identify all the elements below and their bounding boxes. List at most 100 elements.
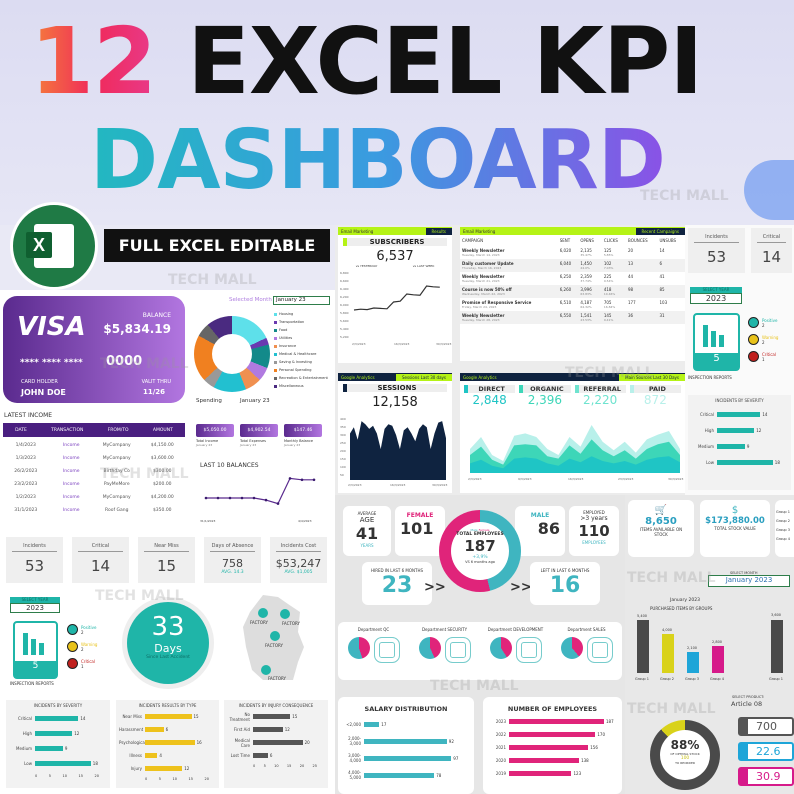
income-cell: MyCompany <box>102 456 131 461</box>
month-select[interactable]: January 23 <box>273 296 330 305</box>
month-select[interactable]: January 2023 <box>708 575 790 587</box>
clicks-cell: 418 10.46% <box>601 285 627 298</box>
bar-value: 123 <box>573 770 582 776</box>
income-cell: Income <box>62 495 80 500</box>
bar-value: 9 <box>746 444 750 449</box>
status-text: Positive 2 <box>762 318 777 328</box>
subheadline: DASHBOARD <box>90 113 666 208</box>
metric-swatch <box>740 769 748 784</box>
product-select[interactable]: Article 08 <box>731 700 763 708</box>
bar-value: 170 <box>597 731 605 737</box>
total-value: $5,050.00 <box>196 424 234 437</box>
male-card: MALE 86 <box>515 506 565 556</box>
legend-swatch <box>274 328 277 332</box>
kpi-card: Incidents 53 <box>6 537 63 583</box>
sources-card: Google Analytics Main Sources Last 30 Day… <box>460 373 685 493</box>
source-kpi: ORGANIC 2,396 <box>519 385 571 407</box>
factory-marker[interactable] <box>261 665 271 675</box>
watermark: TECH MALL <box>95 588 184 604</box>
campaign-row: Promise of Responsive Service Friday, Mar… <box>460 298 685 311</box>
opens-pct: 24.0% <box>580 266 590 270</box>
radar-chart <box>515 637 542 663</box>
metric-box: 22.6 <box>738 742 794 761</box>
bar-label: High <box>704 428 714 433</box>
campaign-name: Daily customer Update <box>462 261 514 266</box>
balance-point <box>264 498 268 502</box>
kpi-sub: AVG. $1,005 <box>284 570 313 575</box>
gender-pie <box>560 637 583 659</box>
status-text: Critical 1 <box>81 659 95 669</box>
left-label: LEFT IN LAST 6 MONTHS <box>540 568 590 573</box>
bar-value: 12 <box>284 727 290 732</box>
bar-row: 2020 138 <box>483 755 622 765</box>
year-select[interactable]: 2023 <box>10 603 60 613</box>
factory-marker[interactable] <box>270 631 280 641</box>
campaign-date: Tuesday, March 14, 2023 <box>462 253 500 257</box>
income-cell: Income <box>62 456 80 461</box>
status-label: Positive <box>762 317 778 323</box>
departments-card: Department QC Department SECURITY Departme… <box>338 622 622 680</box>
holder-name: JOHN DOE <box>21 388 66 397</box>
bar-value: 6 <box>165 727 169 732</box>
female-value: 101 <box>400 519 434 538</box>
subscribers-card: Email Marketing Results SUBSCRIBERS 6,537… <box>338 227 452 363</box>
clicks-pct: 7.03% <box>603 266 614 270</box>
income-cell: Income <box>62 443 80 448</box>
bar-row: Medium 9 <box>9 744 107 753</box>
bar <box>253 753 268 758</box>
bar <box>35 761 91 766</box>
income-cell: Income <box>62 469 80 474</box>
employed-unit: EMPLOYEES <box>582 540 606 545</box>
hired-card: HIRED IN LAST 6 MONTHS 23 <box>362 562 432 605</box>
salary-card: SALARY DISTRIBUTION <2,000 17 2,000-3,000 92… <box>338 697 474 794</box>
source-value: 2,848 <box>472 393 507 407</box>
results-button[interactable]: Results <box>425 227 452 235</box>
department-charts <box>340 637 408 663</box>
income-cell: Income <box>62 482 80 487</box>
kpi-value: 14 <box>761 248 782 266</box>
income-cell: Birthday Co <box>103 469 130 474</box>
sessions-range-button[interactable]: Sessions Last 30 days <box>395 373 452 381</box>
bar <box>35 731 73 736</box>
factory-marker[interactable] <box>258 608 268 618</box>
employed-label: EMPLOYED <box>583 510 605 515</box>
income-row: 26/2/2023 Income Birthday Co $300.00 <box>3 469 185 482</box>
sources-range-button[interactable]: Main Sources Last 30 Days <box>619 373 685 381</box>
x-tick: 0 <box>145 777 148 781</box>
clicks-value: 102 <box>603 261 612 266</box>
factory-label: FACTORY <box>268 676 287 681</box>
card-last4: 0000 <box>106 354 143 369</box>
kpi-incidents: Incidents 53 <box>688 228 745 273</box>
x-tick: 15 <box>78 774 83 778</box>
inventory-dashboard: 🛒 8,650 ITEMS AVAILABLE ON STOCK $ $173,880… <box>625 495 794 794</box>
inspection-chart-icon: 5 <box>693 313 740 371</box>
hired-value: 23 <box>381 573 413 598</box>
opens-cell: 3,996 63.83% <box>578 285 602 298</box>
subscribers-line-chart: 6,800 6,600 6,400 6,200 6,000 5,800 5,600 5,400… <box>340 271 451 346</box>
bar-value: 138 <box>581 757 589 763</box>
opens-cell: 2,359 37.74% <box>578 272 602 285</box>
factory-marker[interactable] <box>280 609 290 619</box>
bar-row: 2021 156 <box>483 742 622 752</box>
recent-campaigns-button[interactable]: Recent Campaigns <box>635 227 685 235</box>
income-cell: $300.00 <box>152 469 172 474</box>
balance-point <box>240 496 244 500</box>
bar-row: <2,000 17 <box>338 718 474 730</box>
department-charts <box>411 637 479 663</box>
chart-title: INCIDENTS BY SEVERITY <box>33 703 83 708</box>
chart-month: January 2023 <box>670 598 700 603</box>
opens-cell: 4,187 64.32% <box>578 298 602 311</box>
spending-month: January 23 <box>240 398 270 404</box>
legend-label: Transportation <box>279 320 305 324</box>
income-table-body: 1/4/2023 Income MyCompany $4,150.00 1/3/2023… <box>3 443 185 521</box>
kpi-value: 758 <box>222 557 243 570</box>
income-cell: 1/2/2023 <box>15 495 36 500</box>
year-select[interactable]: 2023 <box>690 293 742 304</box>
bar-label: 2019 <box>495 770 506 776</box>
x-tick: 5 <box>263 764 266 768</box>
x-tick: 20 <box>299 764 305 768</box>
legend-label: Miscellaneous <box>279 384 304 388</box>
bar-label: 3,000-4,000 <box>348 753 361 763</box>
income-cell: $200.00 <box>152 482 172 487</box>
y-tick: 6,000 <box>340 303 349 307</box>
